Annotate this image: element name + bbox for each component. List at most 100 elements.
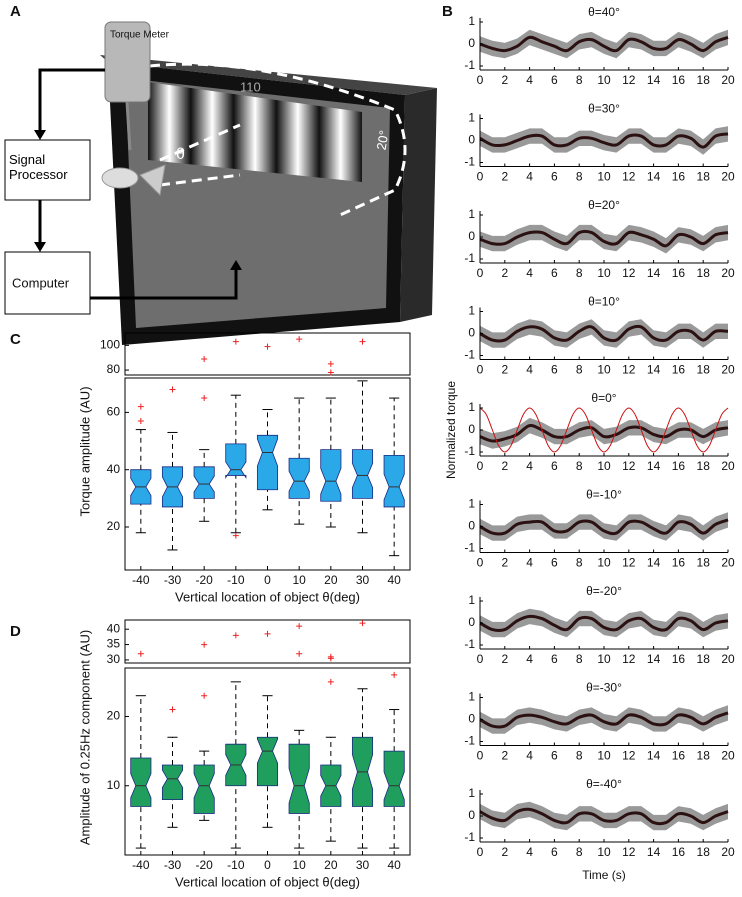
- spread-band: [480, 417, 728, 449]
- y-tick-label: 30: [107, 652, 121, 666]
- x-tick-label: 0: [477, 749, 484, 763]
- y-tick-label: -1: [464, 58, 475, 72]
- y-tick-label: 0: [468, 808, 475, 822]
- outlier: [169, 386, 176, 393]
- y-tick-label: 40: [107, 462, 121, 476]
- y-tick-label: 1: [468, 207, 475, 221]
- box: [193, 466, 215, 499]
- x-tick-label: 12: [622, 459, 636, 473]
- x-tick-label: 6: [551, 652, 558, 666]
- y-tick-label: -1: [464, 637, 475, 651]
- x-tick-label: 0: [477, 556, 484, 570]
- x-tick-label: 14: [647, 459, 661, 473]
- line-series: [479, 807, 729, 826]
- spread-band: [480, 126, 728, 155]
- y-tick-label: 1: [468, 690, 475, 704]
- y-tick-label: 1: [468, 497, 475, 511]
- chart-title: θ=-30°: [586, 681, 622, 695]
- outlier: [137, 403, 144, 410]
- chart-title: θ=-10°: [586, 488, 622, 502]
- box: [288, 743, 310, 814]
- y-tick-label: 35: [107, 637, 121, 651]
- x-tick-label: 2: [501, 749, 508, 763]
- width-label: 110: [240, 79, 261, 94]
- box: [193, 764, 215, 814]
- y-tick-label: 20: [107, 709, 121, 723]
- outlier: [201, 355, 208, 362]
- x-tick-label: 0: [477, 845, 484, 859]
- y-tick-label: 0: [468, 229, 475, 243]
- x-tick-label: 6: [551, 459, 558, 473]
- x-tick-label: 16: [672, 266, 686, 280]
- x-tick-label: 16: [672, 170, 686, 184]
- x-tick-label: 18: [697, 845, 711, 859]
- x-tick-label: 18: [697, 266, 711, 280]
- spread-band: [480, 319, 728, 348]
- y-tick-label: 100: [100, 338, 120, 352]
- x-tick-label: 20: [324, 573, 338, 587]
- x-tick-label: 18: [697, 363, 711, 377]
- x-tick-label: 10: [597, 459, 611, 473]
- x-tick-label: 6: [551, 363, 558, 377]
- outlier: [201, 641, 208, 648]
- x-tick-label: 8: [576, 749, 583, 763]
- line-series: [479, 424, 729, 443]
- outlier: [137, 417, 144, 424]
- computer-box: [4, 251, 91, 315]
- y-tick-label: -1: [464, 155, 475, 169]
- line-series: [479, 132, 729, 149]
- x-tick-label: 10: [597, 170, 611, 184]
- x-tick-label: 20: [721, 73, 735, 87]
- y-axis-label: Torque amplitude (AU): [77, 386, 92, 516]
- x-tick-label: 12: [622, 652, 636, 666]
- panel-label: D: [10, 623, 21, 640]
- y-tick-label: -1: [464, 251, 475, 265]
- line-series: [479, 229, 729, 248]
- x-tick-label: 0: [477, 73, 484, 87]
- height-label: 20°: [374, 129, 392, 151]
- x-tick-label: 12: [622, 749, 636, 763]
- y-tick-label: -1: [464, 348, 475, 362]
- x-tick-label: 12: [622, 845, 636, 859]
- x-axis-label: Vertical location of object θ(deg): [175, 874, 360, 889]
- box: [383, 750, 405, 807]
- x-tick-label: 0: [477, 363, 484, 377]
- x-tick-label: 8: [576, 363, 583, 377]
- x-axis-label: Vertical location of object θ(deg): [175, 589, 360, 604]
- x-tick-label: 20: [324, 858, 338, 872]
- x-tick-label: 4: [526, 459, 533, 473]
- outlier: [232, 532, 239, 539]
- spread-band: [480, 512, 728, 541]
- x-tick-label: 4: [526, 845, 533, 859]
- chart-title: θ=10°: [588, 295, 620, 309]
- y-tick-label: 80: [107, 362, 121, 376]
- outlier: [327, 678, 334, 685]
- x-tick-label: 10: [597, 845, 611, 859]
- panel-label: B: [442, 3, 453, 20]
- processor-box: [4, 139, 91, 201]
- x-tick-label: 20: [721, 266, 735, 280]
- chart-title: θ=-40°: [586, 777, 622, 791]
- x-tick-label: 14: [647, 170, 661, 184]
- x-tick-label: 16: [672, 845, 686, 859]
- outlier: [296, 623, 303, 630]
- box: [225, 443, 247, 479]
- x-tick-label: 14: [647, 845, 661, 859]
- x-tick-label: 12: [622, 170, 636, 184]
- line-series: [479, 711, 729, 729]
- x-tick-label: 16: [672, 363, 686, 377]
- x-tick-label: 40: [387, 858, 401, 872]
- spread-band: [480, 29, 728, 59]
- theta-lines: [159, 123, 241, 187]
- x-tick-label: 30: [356, 858, 370, 872]
- x-tick-label: 14: [647, 652, 661, 666]
- x-tick-label: 4: [526, 266, 533, 280]
- torque-rod: [125, 101, 132, 151]
- x-tick-label: 0: [477, 459, 484, 473]
- connection-lines: [38, 68, 238, 300]
- x-tick-label: 16: [672, 73, 686, 87]
- x-tick-label: 12: [622, 556, 636, 570]
- x-tick-label: 20: [721, 749, 735, 763]
- y-tick-label: -1: [464, 541, 475, 555]
- x-tick-label: 4: [526, 363, 533, 377]
